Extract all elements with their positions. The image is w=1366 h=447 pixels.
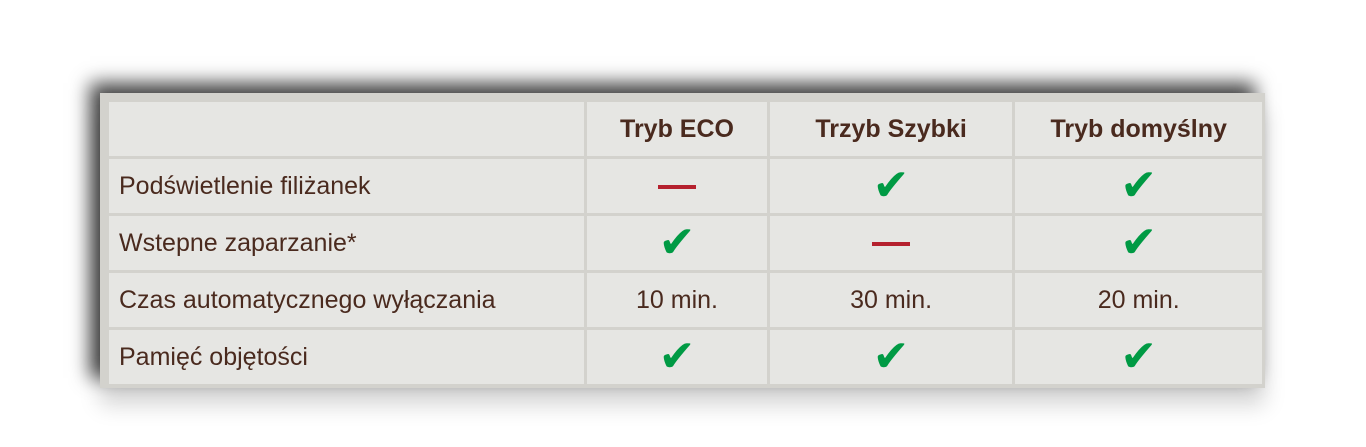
table-cell bbox=[584, 156, 770, 216]
table-cell: 20 min. bbox=[1012, 270, 1265, 330]
check-icon: ✔ bbox=[658, 331, 696, 382]
table-cell: ✔ bbox=[1012, 213, 1265, 273]
table-cell: ✔ bbox=[766, 156, 1016, 216]
check-icon: ✔ bbox=[1120, 217, 1158, 268]
comparison-table-frame: Tryb ECO Trzyb Szybki Tryb domyślny Podś… bbox=[100, 93, 1265, 388]
row-label: Pamięć objętości bbox=[105, 327, 588, 387]
table-row: Czas automatycznego wyłączania 10 min. 30 … bbox=[105, 270, 1265, 330]
table-cell bbox=[766, 213, 1016, 273]
table-row: Pamięć objętości ✔ ✔ ✔ bbox=[105, 327, 1265, 387]
check-icon: ✔ bbox=[872, 331, 910, 382]
table-row: Wstepne zaparzanie* ✔ ✔ bbox=[105, 213, 1265, 273]
table-row: Podświetlenie filiżanek ✔ ✔ bbox=[105, 156, 1265, 216]
header-row: Tryb ECO Trzyb Szybki Tryb domyślny bbox=[105, 99, 1265, 159]
row-label: Podświetlenie filiżanek bbox=[105, 156, 588, 216]
check-icon: ✔ bbox=[1120, 160, 1158, 211]
dash-icon bbox=[658, 184, 696, 189]
row-label: Czas automatycznego wyłączania bbox=[105, 270, 588, 330]
table-cell: 30 min. bbox=[766, 270, 1016, 330]
column-header: Tryb ECO bbox=[584, 99, 770, 159]
check-icon: ✔ bbox=[1120, 331, 1158, 382]
column-header: Tryb domyślny bbox=[1012, 99, 1265, 159]
check-icon: ✔ bbox=[872, 160, 910, 211]
table-cell: ✔ bbox=[584, 213, 770, 273]
check-icon: ✔ bbox=[658, 217, 696, 268]
dash-icon bbox=[872, 241, 911, 246]
row-label: Wstepne zaparzanie* bbox=[105, 213, 588, 273]
table-cell: ✔ bbox=[1012, 156, 1265, 216]
table-cell: ✔ bbox=[766, 327, 1016, 387]
column-header: Trzyb Szybki bbox=[766, 99, 1016, 159]
table-cell: ✔ bbox=[1012, 327, 1265, 387]
header-empty bbox=[105, 99, 588, 159]
table-cell: 10 min. bbox=[584, 270, 770, 330]
comparison-table: Tryb ECO Trzyb Szybki Tryb domyślny Podś… bbox=[105, 99, 1265, 387]
table-cell: ✔ bbox=[584, 327, 770, 387]
